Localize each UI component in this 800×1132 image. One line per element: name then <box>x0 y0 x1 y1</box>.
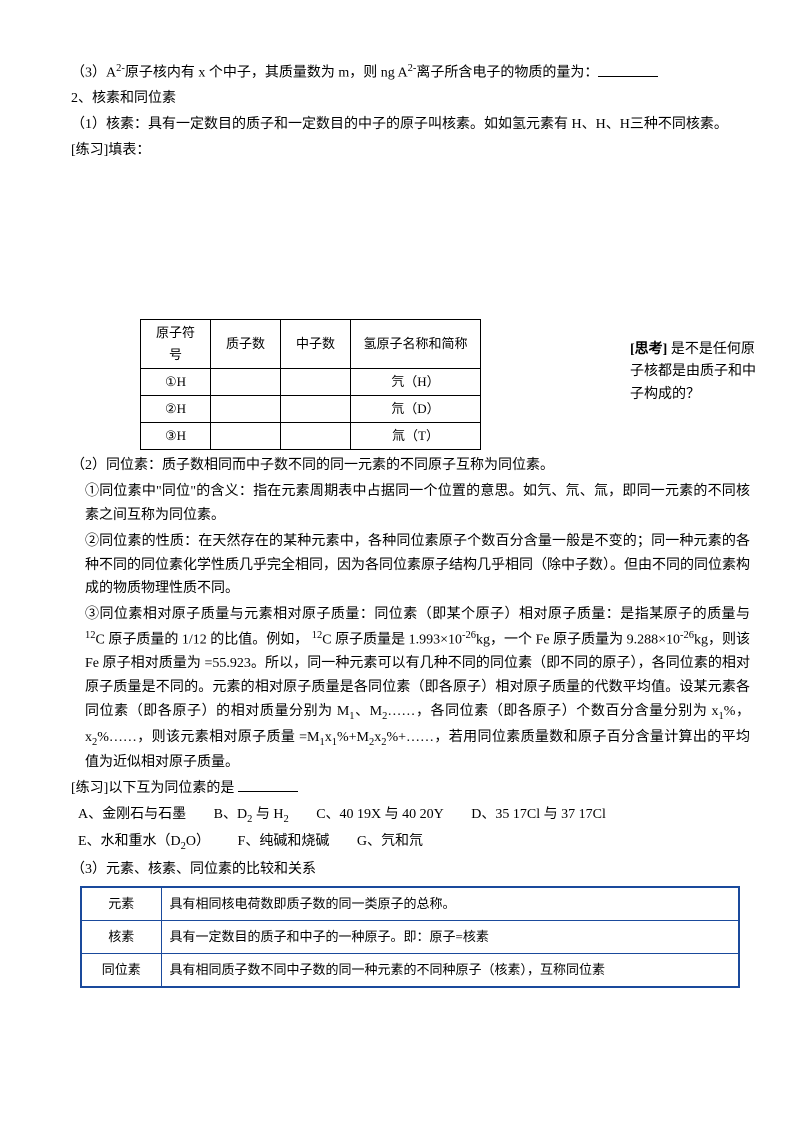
sup: 2- <box>116 63 125 74</box>
table-wrap: 原子符号 质子数 中子数 氢原子名称和简称 ①H 氕（H） ②H 氘（D） ③H… <box>50 319 750 450</box>
options-row-2: E、水和重水（D2O） F、纯碱和烧碱 G、氕和氘 <box>50 830 750 856</box>
t: %+M <box>337 730 369 745</box>
opt-f: F、纯碱和烧碱 <box>238 830 330 854</box>
td-neutron <box>281 369 351 396</box>
comparison-table: 元素 具有相同核电荷数即质子数的同一类原子的总称。 核素 具有一定数目的质子和中… <box>80 886 740 988</box>
td-name: 氕（H） <box>351 369 481 396</box>
t: C 原子质量的 1/12 的比值。例如， <box>96 633 312 648</box>
td-name: 氘（D） <box>351 396 481 423</box>
para-comparison-heading: （3）元素、核素、同位素的比较和关系 <box>50 858 750 882</box>
opt-d: D、35 17Cl 与 37 17Cl <box>471 803 606 827</box>
practice-label-line: [练习]填表： <box>50 139 750 163</box>
t: %……，则该元素相对原子质量 =M <box>97 730 319 745</box>
th-element: 元素 <box>81 887 161 921</box>
td-neutron <box>281 423 351 450</box>
practice-text: 以下互为同位素的是 <box>108 781 238 796</box>
table-row: 元素 具有相同核电荷数即质子数的同一类原子的总称。 <box>81 887 739 921</box>
answer-blank <box>598 76 658 77</box>
para-isotope-property: ②同位素的性质：在天然存在的某种元素中，各种同位素原子个数百分含量一般是不变的；… <box>50 530 750 601</box>
td-nuclide-def: 具有一定数目的质子和中子的一种原子。即：原子=核素 <box>161 920 739 953</box>
table-row: ②H 氘（D） <box>141 396 481 423</box>
opt-c: C、40 19X 与 40 20Y <box>316 803 444 827</box>
th-proton: 质子数 <box>211 319 281 368</box>
th-nuclide: 核素 <box>81 920 161 953</box>
td-isotope-def: 具有相同质子数不同中子数的同一种元素的不同种原子（核素），互称同位素 <box>161 954 739 988</box>
td-proton <box>211 396 281 423</box>
t: ……，各同位素（即各原子）个数百分含量分别为 x <box>387 704 718 719</box>
opt-a: A、金刚石与石墨 <box>78 803 186 827</box>
para-a2-question: （3）A2-原子核内有 x 个中子，其质量数为 m，则 ng A2-离子所含电子… <box>50 60 750 85</box>
sub: 2 <box>283 814 288 825</box>
heading-nuclide-isotope: 2、核素和同位素 <box>50 87 750 111</box>
txt: 原子核内有 x 个中子，其质量数为 m，则 ng A <box>125 66 408 81</box>
t: x <box>325 730 332 745</box>
td-name: 氚（T） <box>351 423 481 450</box>
th-symbol: 原子符号 <box>141 319 211 368</box>
think-note: [思考] 是不是任何原子核都是由质子和中子构成的？ <box>630 339 765 406</box>
td-neutron <box>281 396 351 423</box>
t: 、M <box>355 704 383 719</box>
td-element-def: 具有相同核电荷数即质子数的同一类原子的总称。 <box>161 887 739 921</box>
th-isotope: 同位素 <box>81 954 161 988</box>
blank-space <box>50 165 750 315</box>
table-row: 原子符号 质子数 中子数 氢原子名称和简称 <box>141 319 481 368</box>
practice-label: [练习] <box>71 781 108 796</box>
para-nuclide-def: （1）核素：具有一定数目的质子和一定数目的中子的原子叫核素。如如氢元素有 H、H… <box>50 113 750 137</box>
opt-g: G、氕和氘 <box>357 830 423 854</box>
t: ③同位素相对原子质量与元素相对原子质量：同位素（即某个原子）相对原子质量：是指某… <box>85 607 750 622</box>
txt: （3）A <box>71 66 116 81</box>
t: O） <box>186 834 210 849</box>
t: B、D <box>214 807 247 822</box>
practice-text: 填表： <box>108 143 150 158</box>
th-name: 氢原子名称和简称 <box>351 319 481 368</box>
t: C 原子质量是 1.993×10 <box>322 633 462 648</box>
practice-isotope-line: [练习]以下互为同位素的是 <box>50 777 750 801</box>
sup: 12 <box>85 630 96 641</box>
para-isotope-def: （2）同位素：质子数相同而中子数不同的同一元素的不同原子互称为同位素。 <box>50 454 750 478</box>
sup: -26 <box>680 630 694 641</box>
para-isotope-meaning: ①同位素中"同位"的含义：指在元素周期表中占据同一个位置的意思。如氕、氘、氚，即… <box>50 480 750 528</box>
think-label: [思考] <box>630 342 667 357</box>
td-proton <box>211 369 281 396</box>
t: kg，一个 Fe 原子质量为 9.288×10 <box>476 633 680 648</box>
hydrogen-isotope-table: 原子符号 质子数 中子数 氢原子名称和简称 ①H 氕（H） ②H 氘（D） ③H… <box>140 319 481 450</box>
para-relative-mass: ③同位素相对原子质量与元素相对原子质量：同位素（即某个原子）相对原子质量：是指某… <box>50 603 750 775</box>
txt: 离子所含电子的物质的量为： <box>416 66 598 81</box>
table-row: 核素 具有一定数目的质子和中子的一种原子。即：原子=核素 <box>81 920 739 953</box>
table-row: 同位素 具有相同质子数不同中子数的同一种元素的不同种原子（核素），互称同位素 <box>81 954 739 988</box>
opt-e: E、水和重水（D2O） <box>78 830 210 856</box>
sup: 12 <box>312 630 323 641</box>
t: E、水和重水（D <box>78 834 181 849</box>
td-symbol: ③H <box>141 423 211 450</box>
td-symbol: ②H <box>141 396 211 423</box>
practice-label: [练习] <box>71 143 108 158</box>
table-row: ①H 氕（H） <box>141 369 481 396</box>
td-proton <box>211 423 281 450</box>
table-row: ③H 氚（T） <box>141 423 481 450</box>
sup: -26 <box>462 630 476 641</box>
options-row-1: A、金刚石与石墨 B、D2 与 H2 C、40 19X 与 40 20Y D、3… <box>50 803 750 829</box>
t: 与 H <box>252 807 283 822</box>
answer-blank <box>238 791 298 792</box>
td-symbol: ①H <box>141 369 211 396</box>
opt-b: B、D2 与 H2 <box>214 803 289 829</box>
th-neutron: 中子数 <box>281 319 351 368</box>
